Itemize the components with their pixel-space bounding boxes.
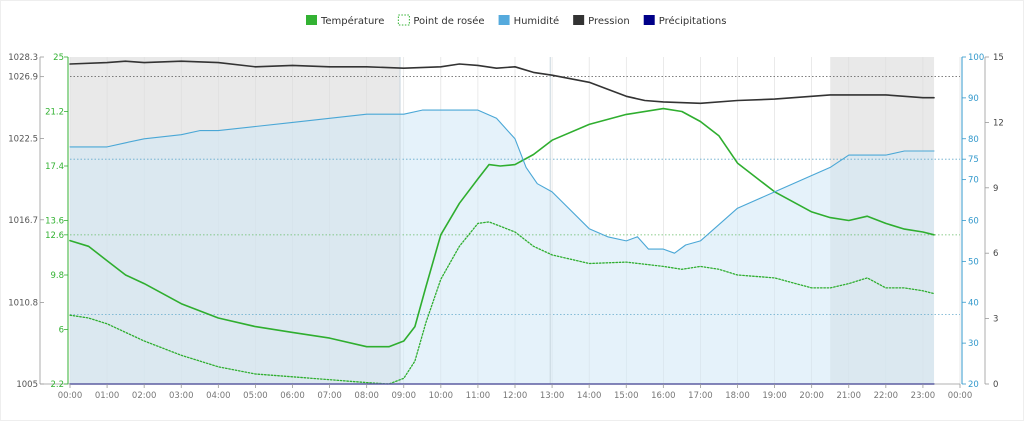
x-tick-label: 13:00 [540,391,565,401]
legend-swatch [498,15,510,25]
humidity-tick-label: 80 [968,135,979,145]
temperature-tick-label: 2.2 [50,380,64,390]
pressure-tick-label: 1026.9 [8,73,38,83]
x-tick-label: 20:00 [799,391,824,401]
humidity-tick-label: 40 [968,298,979,308]
humidity-tick-label: 70 [968,176,979,186]
legend-swatch [643,15,655,25]
x-tick-label: 02:00 [132,391,157,401]
legend-swatch [573,15,585,25]
humidity-tick-label: 60 [968,217,979,227]
x-tick-label: 06:00 [280,391,305,401]
pressure-tick-label: 1005 [16,380,38,390]
legend-item: Précipitations [643,15,727,27]
precipitation-tick-label: 6 [993,249,998,259]
x-tick-label: 18:00 [725,391,750,401]
series-line-2 [69,109,935,254]
precipitation-tick-label: 9 [993,184,998,194]
series-line-3 [69,60,935,105]
x-tick-label: 14:00 [577,391,602,401]
legend-swatch [397,14,410,26]
precipitation-tick-label: 15 [993,53,1004,63]
humidity-tick-label: 50 [968,257,979,267]
legend-label: Précipitations [659,15,727,27]
x-tick-label: 22:00 [874,391,899,401]
pressure-tick-label: 1022.5 [8,134,38,144]
series-line-0 [69,107,935,348]
humidity-tick-label: 20 [968,380,979,390]
temperature-tick-label: 25 [53,53,64,63]
humidity-tick-label: 100 [968,53,984,63]
x-tick-label: 04:00 [206,391,231,401]
legend-item: Température [306,15,384,27]
x-tick-label: 07:00 [317,391,342,401]
humidity-tick-label: 30 [968,339,979,349]
legend-label: Point de rosée [413,15,484,27]
precipitation-tick-label: 12 [993,118,1004,128]
humidity-area [70,110,935,384]
temperature-tick-label: 9.8 [50,271,64,281]
x-tick-label: 11:00 [466,391,491,401]
temperature-tick-label: 21.2 [45,108,64,118]
legend-item: Humidité [498,15,560,27]
x-tick-label: 10:00 [429,391,454,401]
temperature-tick-label: 6 [59,326,64,336]
temperature-tick-label: 17.4 [45,162,64,172]
humidity-tick-label: 90 [968,94,979,104]
x-tick-label: 08:00 [354,391,379,401]
x-tick-label: 21:00 [837,391,862,401]
x-tick-label: 23:00 [911,391,936,401]
x-tick-label: 09:00 [392,391,417,401]
x-tick-label: 01:00 [95,391,120,401]
temperature-tick-label: 13.6 [45,217,64,227]
precipitation-tick-label: 0 [993,380,998,390]
x-tick-label: 17:00 [688,391,713,401]
legend-label: Température [320,15,384,27]
legend-label: Pression [588,16,630,27]
x-tick-label: 03:00 [169,391,194,401]
legend: Température Point de rosée Humidité Pressio… [306,14,727,27]
legend-item: Pression [573,15,630,27]
precipitation-tick-label: 3 [993,315,998,325]
temperature-tick-label: 12.6 [45,231,64,241]
humidity-tick-label: 75 [968,155,979,165]
legend-swatch [306,15,317,25]
x-tick-label: 05:00 [243,391,268,401]
legend-item: Point de rosée [397,14,485,27]
pressure-tick-label: 1028.3 [8,53,38,63]
pressure-tick-label: 1010.8 [8,299,38,309]
legend-label: Humidité [514,15,560,27]
series-line-1 [69,221,935,385]
pressure-tick-label: 1016.7 [8,216,38,226]
x-tick-label: 16:00 [651,391,676,401]
x-tick-label: 15:00 [614,391,639,401]
x-tick-label: 00:00 [58,391,83,401]
x-tick-label: 12:00 [503,391,528,401]
x-tick-label: 19:00 [762,391,787,401]
x-tick-label: 00:00 [948,391,973,401]
